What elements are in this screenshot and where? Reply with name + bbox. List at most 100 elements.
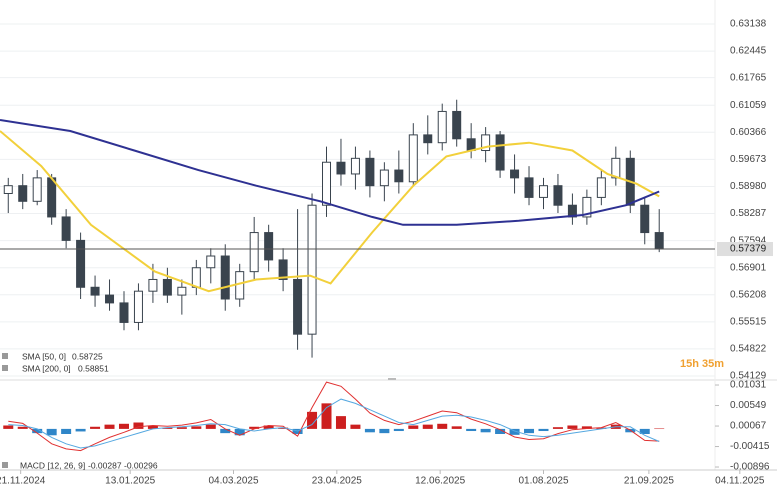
candle-body [596,177,606,198]
macd-histogram-bar [480,428,491,433]
x-tick-label: 21.09.2025 [624,476,674,487]
macd-histogram-bar [162,427,173,429]
candle-body [423,134,433,144]
macd-histogram-bar [408,425,419,429]
macd-line [8,398,660,449]
x-tick-label: 12.06.2025 [415,476,465,487]
macd-histogram-bar [437,423,448,429]
macd-histogram-bar [335,416,346,429]
candle-body [133,290,143,323]
y-tick-label: 0.54129 [730,371,767,382]
sma-line [0,119,660,226]
y-tick-label: 0.57594 [730,235,767,246]
candle-body [235,271,245,300]
legend-sma200-value: 0.58851 [78,363,109,373]
y-tick-label: 0.63138 [730,19,767,30]
macd-line [8,381,660,452]
macd-histogram-bar [249,426,260,429]
macd-histogram-bar [581,426,592,429]
y-tick-label: 0.59673 [730,154,767,165]
macd-histogram-bar [509,428,520,435]
y-tick-label: 0.58287 [730,208,767,219]
y-tick-label: -0.00896 [730,462,770,473]
macd-histogram-bar [451,426,462,429]
candle-body [524,177,534,198]
candle-body [582,196,592,218]
macd-histogram-bar [495,428,506,434]
candle-body [394,169,404,183]
candle-body [437,110,447,144]
macd-histogram-bar [32,428,43,434]
candle-body [307,204,317,335]
legend-icons [2,353,8,468]
macd-histogram-bar [104,424,115,429]
candle-body [481,134,491,152]
y-tick-label: 0.61765 [730,72,767,83]
y-tick-label: 0.00549 [730,400,767,411]
y-tick-label: 0.58980 [730,181,767,192]
candle-body [61,216,71,241]
countdown: 15h 35m [680,358,724,370]
macd-histogram-bar [263,425,274,429]
candle-body [278,259,288,280]
legend-macd-name: MACD [12, 26, 9] [20,460,85,470]
macd-histogram-bar [393,428,404,432]
candle-body [336,161,346,175]
candle-body [611,157,621,179]
macd-histogram-bar [17,426,28,429]
candle-body [264,232,274,261]
sma-line [0,130,660,293]
macd-histogram-bar [90,426,101,429]
candle-body [220,255,230,300]
candle-body [350,157,360,175]
candle-body [90,286,100,296]
macd-histogram-bar [234,428,245,436]
macd-histogram-bar [118,423,129,429]
macd-histogram-bar [538,428,549,432]
y-tick-label: 0.61059 [730,100,767,111]
candle-body [105,294,115,304]
macd-histogram-bar [3,425,14,429]
candle-body [293,278,303,335]
candle-body [162,278,172,296]
x-tick-label: 23.04.2025 [312,476,362,487]
legend-sma50-value: 0.58725 [72,351,103,361]
candle-body [18,185,28,202]
candle-body [3,185,13,194]
pane-handle [388,378,396,380]
legend-signal-value: -0.00296 [124,460,158,470]
y-tick-label: 0.54822 [730,344,767,355]
candle-body [640,204,650,234]
candle-body [76,239,86,288]
macd-histogram-bar [147,425,158,429]
candle-body [47,177,57,218]
candle-body [553,185,563,206]
x-tick-label: 04.11.2025 [715,476,765,487]
y-tick-label: 0.56208 [730,289,767,300]
last-price-tag [717,242,773,257]
y-tick-label: 0.60366 [730,127,767,138]
macd-histogram-bar [639,428,650,434]
macd-histogram-bar [191,426,202,429]
candle-body [249,232,259,273]
y-tick-label: -0.00415 [730,441,770,452]
macd-histogram-bar [46,428,57,436]
macd-histogram-bar [466,428,477,432]
macd-histogram-bar [75,428,86,432]
macd-histogram-bar [133,422,144,429]
macd-histogram-bar [61,428,72,434]
macd-histogram-bar [379,428,390,434]
candle-body [466,138,476,152]
y-tick-label: 0.01031 [730,380,767,391]
candle-body [654,232,664,250]
legend-macd-value: -0.00287 [88,460,122,470]
macd-histogram-bar [278,427,289,429]
macd-histogram-bar [321,403,332,429]
candle-body [379,169,389,187]
candle-body [32,177,42,202]
candle-body [408,134,418,183]
y-tick-label: 0.62445 [730,46,767,57]
macd-histogram-bar [422,424,433,429]
macd-histogram-bar [654,428,665,430]
